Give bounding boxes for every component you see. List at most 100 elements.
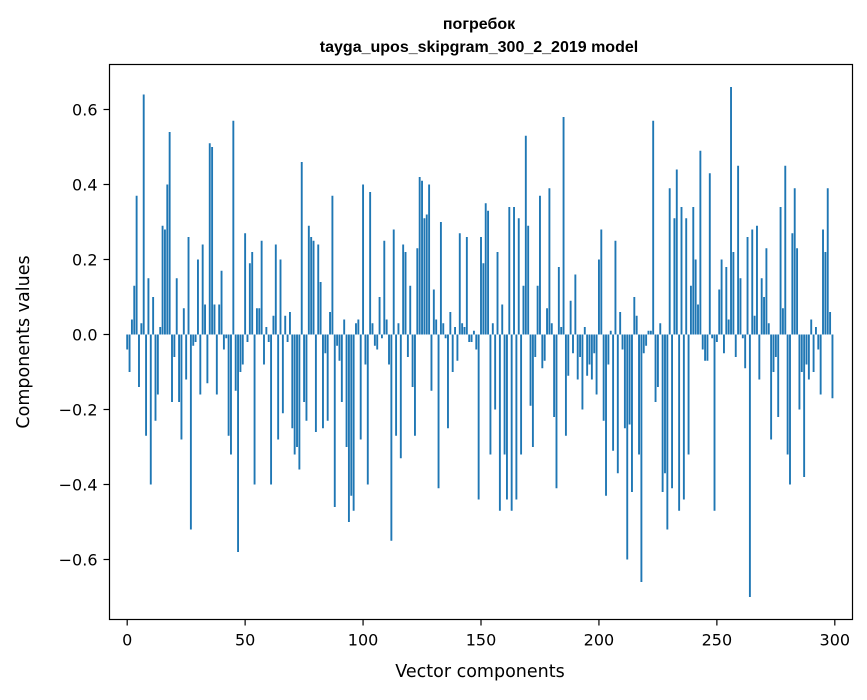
bar [159, 327, 162, 335]
bar [564, 334, 567, 436]
bar [444, 334, 447, 339]
bar [458, 233, 461, 335]
bar [734, 334, 737, 357]
bar [819, 334, 822, 395]
bar [251, 252, 254, 335]
bar [312, 240, 315, 335]
bar [416, 248, 419, 335]
bar [760, 278, 763, 335]
bar [234, 334, 237, 391]
bar [529, 334, 532, 406]
plot-frame [108, 63, 854, 621]
bar [194, 334, 197, 342]
bar [666, 334, 669, 530]
bar [140, 323, 143, 335]
bar [508, 207, 511, 335]
bar [300, 162, 303, 335]
bar [635, 315, 638, 335]
bar [715, 334, 718, 342]
bar [222, 334, 225, 350]
bar [296, 334, 298, 447]
bar [383, 240, 386, 335]
bar [763, 297, 765, 335]
x-axis: 0 50 100 150 200 250 300 [122, 619, 850, 650]
bar [204, 304, 206, 335]
bar [494, 334, 497, 410]
bar [741, 334, 744, 339]
bar [614, 240, 617, 335]
bar [557, 267, 560, 335]
bar [765, 248, 768, 335]
bar [187, 237, 190, 335]
bar [409, 285, 412, 335]
bar [550, 323, 553, 335]
bar [232, 120, 235, 335]
bar [654, 334, 657, 402]
bar [274, 244, 277, 335]
bar [623, 334, 626, 429]
bar [168, 132, 171, 335]
bar [626, 334, 629, 560]
bar [678, 334, 681, 511]
x-tick-label: 150 [466, 631, 497, 650]
bar [597, 259, 600, 335]
bar [428, 184, 431, 335]
bar [475, 334, 478, 350]
bar [395, 334, 398, 436]
bar [425, 214, 428, 335]
bar [739, 278, 742, 335]
bar [633, 297, 636, 335]
bar [147, 278, 150, 335]
bar [548, 188, 551, 335]
bar [310, 237, 313, 335]
bar [600, 229, 603, 335]
bar [293, 334, 296, 455]
bar [649, 330, 652, 335]
bar [579, 334, 582, 357]
bar [279, 259, 282, 335]
bar [659, 323, 662, 335]
bar [192, 334, 195, 346]
bar [388, 334, 390, 365]
bar [314, 334, 317, 432]
bar [345, 334, 348, 447]
bar [305, 334, 308, 421]
bar [340, 334, 343, 402]
bar [583, 327, 586, 335]
bar [631, 334, 633, 492]
bar [661, 334, 664, 492]
bar [640, 334, 643, 582]
bar [225, 334, 228, 339]
bar [791, 233, 794, 335]
bar [465, 237, 468, 335]
bar [331, 195, 334, 335]
bar [138, 334, 140, 387]
bar [713, 334, 716, 511]
bar [201, 244, 204, 335]
bar [602, 334, 605, 421]
y-tick-label: 0.2 [72, 251, 97, 270]
bar [333, 334, 336, 507]
bar [449, 312, 452, 335]
bar [277, 334, 280, 440]
bar [800, 334, 803, 372]
bar [774, 334, 777, 357]
bar [689, 285, 692, 335]
bar [338, 334, 341, 361]
y-tick-label: −0.2 [59, 401, 98, 420]
bar [166, 184, 169, 335]
bar [645, 334, 648, 346]
bar [701, 334, 704, 350]
bar [590, 334, 593, 380]
bar [142, 94, 145, 335]
bar [461, 323, 464, 335]
y-tick-label: −0.6 [59, 551, 98, 570]
bar [135, 195, 138, 335]
bar [798, 334, 801, 410]
bar [524, 135, 527, 335]
bar [569, 300, 572, 335]
bar [414, 334, 416, 436]
bar [723, 334, 725, 354]
bar [815, 327, 817, 335]
bar [484, 203, 487, 335]
